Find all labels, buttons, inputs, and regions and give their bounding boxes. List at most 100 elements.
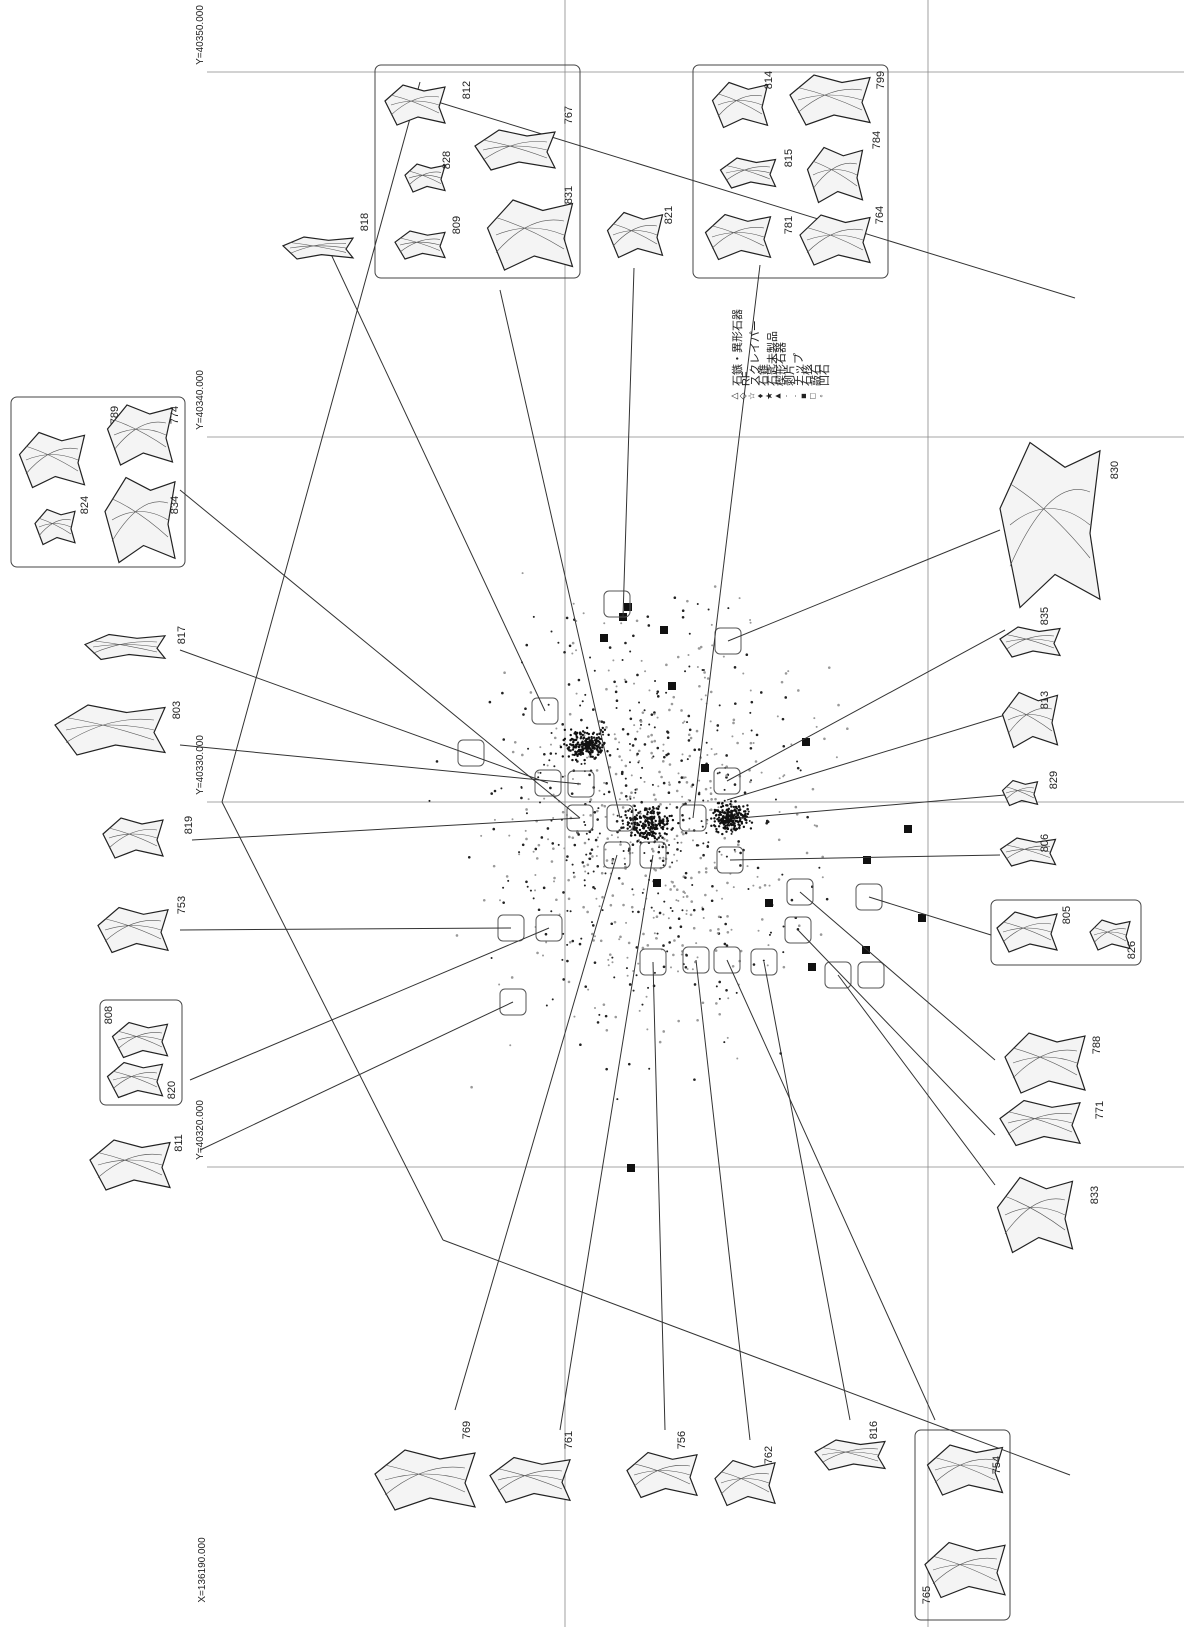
find-dot: [684, 831, 688, 835]
find-dot: [650, 815, 654, 819]
find-dot: [719, 916, 722, 919]
flake-scar: [495, 227, 565, 236]
find-dot: [577, 678, 581, 682]
find-dot: [665, 806, 668, 810]
find-dot: [593, 810, 597, 814]
find-dot: [624, 795, 628, 798]
find-dot: [649, 810, 653, 814]
find-dot: [713, 861, 716, 864]
find-dot: [660, 821, 663, 824]
flake-scar: [1005, 790, 1035, 794]
flake-scar: [1002, 921, 1052, 941]
legend-label: 石匙未製品: [765, 331, 779, 386]
flake-scar: [399, 238, 441, 253]
artifact-drawing: [104, 476, 176, 564]
artifact-label: 829: [1048, 771, 1060, 789]
flake-scar: [725, 166, 771, 181]
leader-line: [868, 896, 992, 936]
find-dot: [521, 843, 525, 847]
find-dot: [614, 690, 618, 694]
flake-scar: [1012, 1049, 1078, 1079]
find-dot: [740, 820, 743, 824]
find-dot: [646, 944, 650, 947]
find-dot: [723, 788, 726, 791]
find-dot: [662, 864, 665, 867]
find-dot: [819, 933, 823, 936]
find-box: [606, 804, 634, 832]
find-dot: [624, 641, 627, 645]
find-dot: [718, 997, 721, 1000]
find-dot: [717, 806, 720, 809]
find-dot: [657, 836, 661, 839]
core-mark: [627, 1164, 635, 1172]
find-dot: [593, 887, 596, 890]
artifact-label: 808: [103, 1006, 115, 1024]
leader-line: [729, 854, 1001, 861]
find-dot: [650, 751, 653, 755]
artifact-label: 820: [166, 1081, 178, 1099]
find-dot: [575, 692, 578, 695]
find-dot: [706, 845, 710, 848]
find-dot: [616, 1098, 619, 1101]
group-box: [10, 396, 186, 568]
find-dot: [601, 730, 604, 734]
find-dot: [592, 939, 595, 942]
find-dot: [732, 718, 736, 722]
find-dot: [681, 753, 684, 756]
find-dot: [648, 723, 651, 726]
find-dot: [763, 883, 767, 887]
find-dot: [552, 847, 555, 850]
flake-scar: [1093, 928, 1127, 943]
find-dot: [598, 742, 602, 745]
find-dot: [626, 732, 630, 736]
find-dot: [666, 731, 670, 734]
find-dot: [647, 826, 650, 829]
find-dot: [640, 800, 643, 804]
find-dot: [726, 915, 729, 918]
find-dot: [677, 1019, 680, 1023]
artifact-drawing: [999, 837, 1057, 867]
find-dot: [732, 805, 736, 809]
flake-scar: [384, 1464, 466, 1493]
find-dot: [668, 814, 671, 818]
find-dot: [688, 754, 692, 758]
find-dot: [811, 787, 815, 791]
find-dot: [709, 690, 713, 694]
artifact-drawing: [489, 1456, 572, 1504]
core-mark: [624, 603, 632, 611]
find-dot: [526, 885, 529, 888]
core-mark: [904, 825, 912, 833]
leader-line: [559, 854, 654, 1431]
find-dot: [813, 717, 816, 720]
find-dot: [567, 683, 571, 686]
legend-label: 楔形石器: [775, 342, 788, 386]
find-dot: [529, 889, 532, 892]
find-dot: [602, 721, 606, 724]
find-dot: [572, 602, 575, 605]
core-mark: [863, 856, 871, 864]
leader-line: [454, 854, 618, 1411]
find-dot: [690, 900, 694, 903]
flake-scar: [1007, 714, 1053, 721]
find-dot: [690, 876, 693, 880]
flake-scar: [384, 1473, 466, 1481]
find-dot: [647, 735, 650, 738]
find-dot: [746, 807, 749, 811]
find-dot: [663, 900, 666, 903]
find-dot: [656, 746, 660, 750]
find-dot: [654, 826, 657, 829]
legend-symbol: ▲: [773, 392, 783, 401]
find-dot: [595, 741, 598, 745]
find-dot: [598, 737, 601, 740]
find-dot: [714, 797, 717, 801]
find-dot: [582, 864, 586, 868]
find-dot: [590, 737, 593, 740]
find-dot: [573, 843, 577, 847]
find-dot: [781, 717, 785, 721]
flake-scar: [390, 100, 440, 106]
find-dot: [567, 897, 571, 901]
find-dot: [626, 956, 629, 959]
find-dot: [654, 819, 657, 823]
find-dot: [574, 743, 578, 746]
find-dot: [572, 744, 575, 747]
